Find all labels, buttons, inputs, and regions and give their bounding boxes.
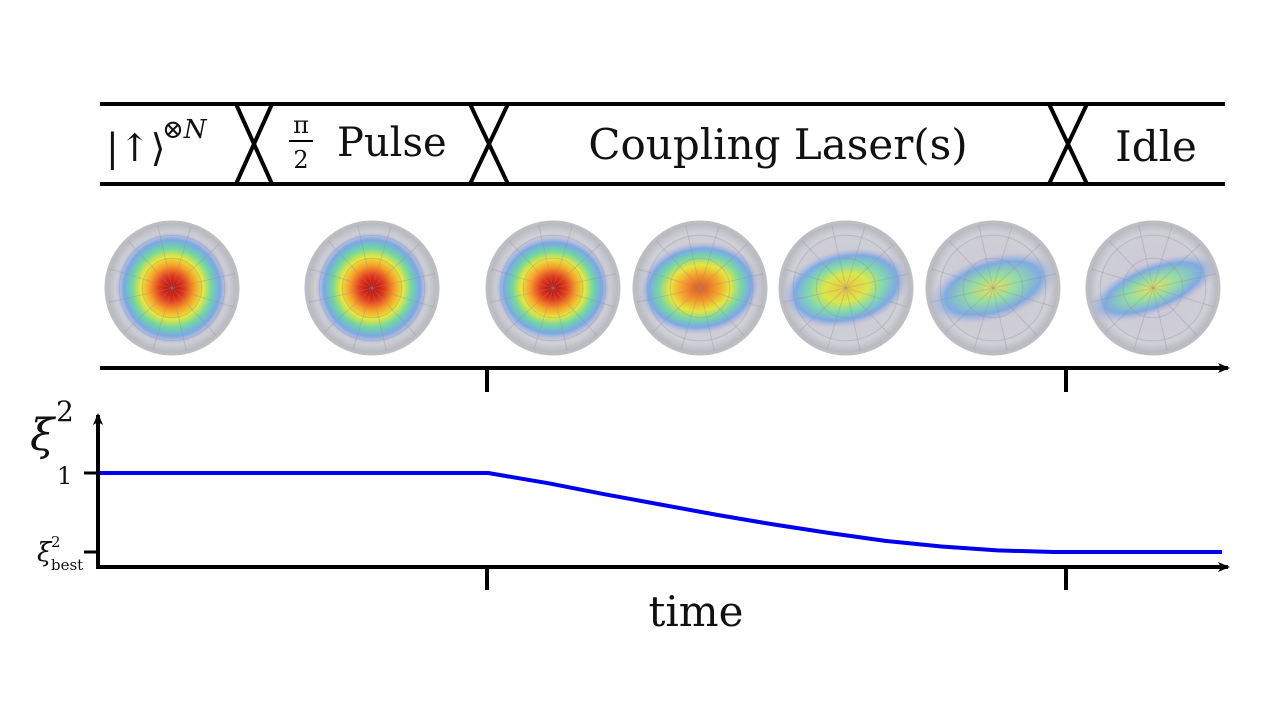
phase-divider-2: [468, 103, 510, 185]
y-axis-label: ξ: [30, 410, 57, 461]
quasi-probability-distribution: [639, 241, 761, 335]
sphere-grid: [488, 223, 618, 353]
pulse-label: Pulse: [337, 120, 447, 166]
phase-label-init: |↑⟩ ⊗N: [106, 115, 208, 170]
y-tick-best-symbol: ξ: [37, 538, 53, 568]
sphere-rim: [632, 220, 768, 356]
phase-divider-1: [234, 103, 274, 185]
bloch-sphere: [778, 220, 914, 356]
bloch-sphere: [632, 220, 768, 356]
bloch-sphere: [485, 220, 621, 356]
quasi-probability-distribution: [315, 231, 429, 345]
bloch-sphere: [925, 220, 1061, 356]
y-tick-label-best: ξ 2 best: [37, 533, 83, 574]
upper-time-axis: [100, 363, 1230, 392]
pulse-fraction-numerator: π: [293, 111, 309, 139]
quasi-probability-distribution: [495, 234, 611, 342]
sphere-rim: [304, 220, 440, 356]
svg-text:⊗N: ⊗N: [162, 115, 208, 145]
sphere-grid: [928, 223, 1058, 353]
y-tick-label-1: 1: [57, 462, 72, 490]
bloch-sphere: [304, 220, 440, 356]
x-axis-label: time: [649, 587, 744, 636]
sphere-rim: [778, 220, 914, 356]
sphere-rim: [1085, 220, 1221, 356]
y-tick-best-exponent: 2: [51, 533, 61, 551]
squeezing-curve: [100, 471, 1222, 554]
sphere-grid: [635, 223, 765, 353]
y-tick-best-subscript: best: [51, 556, 83, 574]
quasi-probability-distribution: [115, 231, 229, 345]
pulse-fraction-denominator: 2: [293, 146, 308, 174]
phase-label-coupling: Coupling Laser(s): [588, 120, 967, 169]
svg-text:|↑⟩: |↑⟩: [106, 126, 165, 170]
bloch-sphere: [104, 220, 240, 356]
phase-label-pulse: π 2 Pulse: [289, 111, 447, 174]
sphere-grid: [307, 223, 437, 353]
sphere-grid: [107, 223, 237, 353]
phase-band: [100, 102, 1225, 186]
sphere-grid: [781, 223, 911, 353]
init-state-ket: |↑⟩: [106, 126, 165, 170]
phase-divider-3: [1047, 103, 1089, 185]
sphere-rim: [925, 220, 1061, 356]
quasi-probability-distribution: [929, 252, 1057, 324]
init-state-exponent: ⊗N: [162, 115, 208, 145]
sphere-grid: [1088, 223, 1218, 353]
quasi-probability-distribution: [783, 247, 909, 329]
bloch-sphere: [1085, 220, 1221, 356]
squeezing-chart: ξ 2 1 ξ 2 best time: [30, 395, 1230, 636]
bloch-sphere-row: [104, 220, 1221, 356]
y-axis-label-exponent: 2: [56, 395, 74, 428]
sphere-rim: [104, 220, 240, 356]
phase-label-idle: Idle: [1115, 122, 1197, 171]
quasi-probability-distribution: [1088, 254, 1218, 322]
sphere-rim: [485, 220, 621, 356]
